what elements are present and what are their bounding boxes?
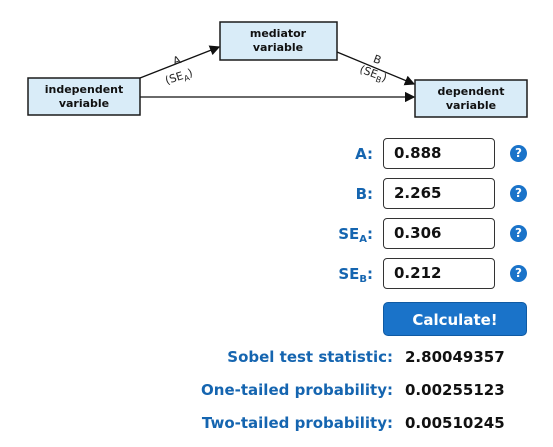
field-label: SEA: bbox=[338, 224, 373, 250]
arrow-b bbox=[336, 51, 416, 86]
label-sub: B bbox=[359, 274, 367, 285]
label-main: SE bbox=[338, 225, 360, 243]
label-main: A bbox=[355, 145, 367, 163]
result-value: 0.00510245 bbox=[405, 414, 505, 432]
diagram: independent variable mediator variable d… bbox=[27, 21, 528, 118]
box-text: independent bbox=[45, 83, 124, 96]
field-label: SEB: bbox=[338, 264, 373, 290]
se: (SE bbox=[164, 69, 185, 87]
label-sub: A bbox=[359, 234, 367, 245]
help-icon[interactable]: ? bbox=[510, 185, 527, 202]
box-text: variable bbox=[253, 41, 303, 54]
help-icon[interactable]: ? bbox=[510, 265, 527, 282]
input-field[interactable]: 2.265 bbox=[383, 178, 495, 209]
path-se: (SEA) bbox=[164, 66, 195, 89]
label-main: B bbox=[355, 185, 367, 203]
field-label: B: bbox=[356, 184, 373, 204]
label-colon: : bbox=[367, 225, 373, 243]
calculate-button[interactable]: Calculate! bbox=[383, 302, 527, 336]
box-mediator bbox=[219, 21, 338, 61]
label-colon: : bbox=[367, 265, 373, 283]
se-sub: A bbox=[183, 73, 191, 83]
input-field[interactable]: 0.888 bbox=[383, 138, 495, 169]
path-label: B bbox=[371, 52, 383, 67]
path-se: (SEB) bbox=[357, 63, 388, 87]
box-dependent bbox=[414, 79, 528, 118]
result-label: Two-tailed probability: bbox=[201, 414, 393, 432]
arrow-a bbox=[139, 45, 221, 79]
se-close: ) bbox=[186, 66, 194, 80]
result-value: 2.80049357 bbox=[405, 348, 505, 366]
path-label: A bbox=[171, 53, 183, 68]
box-text: mediator bbox=[250, 27, 307, 40]
result-label: Sobel test statistic: bbox=[227, 348, 393, 366]
field-label: A: bbox=[355, 144, 373, 164]
box-text: variable bbox=[59, 97, 109, 110]
se: (SE bbox=[358, 63, 380, 81]
box-independent bbox=[27, 77, 141, 116]
se-sub: B bbox=[374, 75, 382, 85]
help-icon[interactable]: ? bbox=[510, 145, 527, 162]
box-text: dependent bbox=[438, 85, 505, 98]
label-colon: : bbox=[367, 145, 373, 163]
label-main: SE bbox=[338, 265, 360, 283]
help-icon[interactable]: ? bbox=[510, 225, 527, 242]
input-field[interactable]: 0.212 bbox=[383, 258, 495, 289]
box-text: variable bbox=[446, 99, 496, 112]
result-label: One-tailed probability: bbox=[201, 381, 393, 399]
se-close: ) bbox=[380, 71, 388, 85]
result-value: 0.00255123 bbox=[405, 381, 505, 399]
input-field[interactable]: 0.306 bbox=[383, 218, 495, 249]
label-colon: : bbox=[367, 185, 373, 203]
